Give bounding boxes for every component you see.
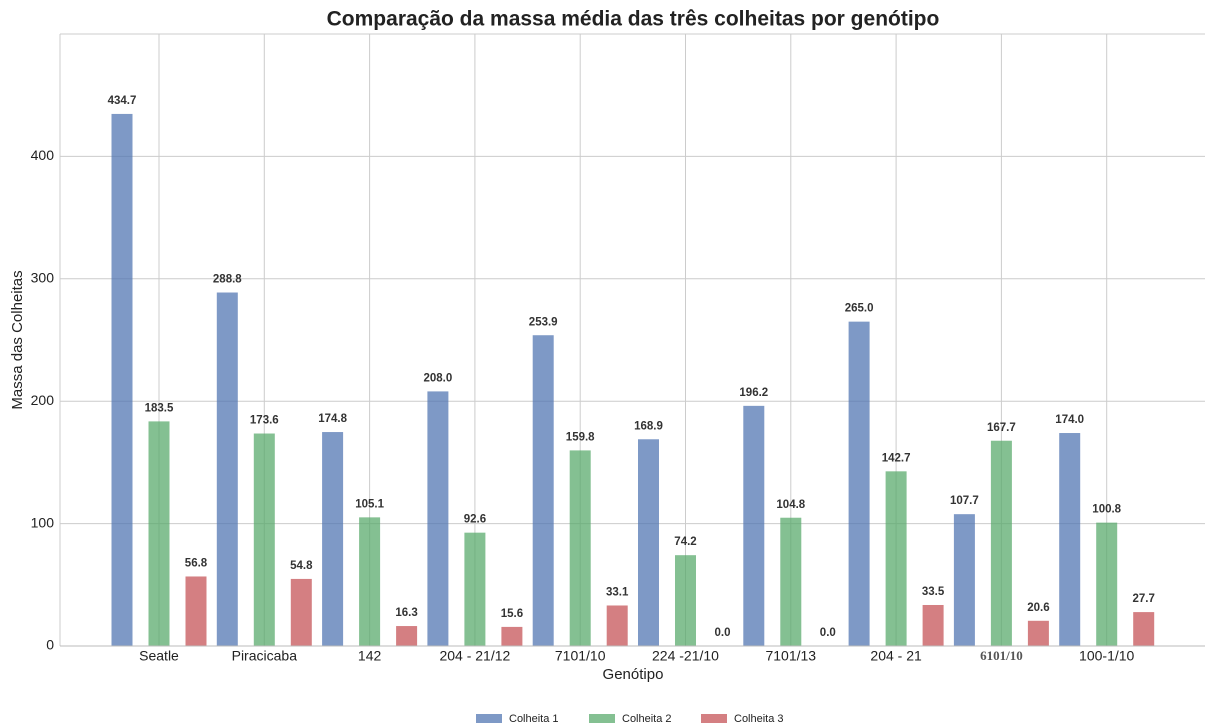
- value-label: 167.7: [987, 422, 1016, 434]
- y-tick-label: 100: [31, 514, 55, 530]
- legend-swatch: [476, 714, 502, 723]
- y-tick-label: 200: [31, 392, 55, 408]
- x-tick-label: Seatle: [139, 648, 179, 664]
- value-label: 33.1: [606, 587, 629, 599]
- legend-label: Colheita 1: [509, 713, 559, 725]
- bar: [396, 626, 418, 646]
- bar: [253, 433, 275, 646]
- value-label: 16.3: [395, 607, 417, 619]
- bar: [780, 517, 802, 646]
- bar: [1027, 620, 1049, 646]
- y-tick-label: 300: [31, 270, 55, 286]
- x-axis-label: Genótipo: [603, 666, 664, 683]
- value-label: 159.8: [566, 431, 595, 443]
- legend-swatch: [701, 714, 727, 723]
- value-label: 107.7: [950, 495, 979, 507]
- bar: [427, 391, 449, 646]
- value-label: 54.8: [290, 560, 313, 572]
- value-label: 100.8: [1092, 504, 1121, 516]
- value-label: 183.5: [145, 402, 174, 414]
- value-label: 15.6: [501, 608, 523, 620]
- value-label: 74.2: [674, 536, 696, 548]
- bar: [848, 321, 870, 646]
- legend-swatch: [589, 714, 615, 723]
- bar: [185, 576, 207, 646]
- x-tick-label: 7101/13: [765, 648, 816, 664]
- bar: [953, 514, 975, 646]
- bar: [464, 532, 486, 646]
- value-label: 288.8: [213, 274, 242, 286]
- bar: [532, 335, 554, 646]
- value-label: 173.6: [250, 415, 279, 427]
- bar: [922, 604, 944, 646]
- value-label: 56.8: [185, 558, 208, 570]
- value-label: 174.0: [1055, 414, 1084, 426]
- x-tick-label: 142: [358, 648, 382, 664]
- x-tick-label: 204 - 21: [870, 648, 922, 664]
- value-label: 92.6: [464, 514, 486, 526]
- bar: [1133, 612, 1155, 646]
- value-label: 0.0: [820, 627, 836, 639]
- value-label: 174.8: [318, 413, 347, 425]
- value-label: 20.6: [1027, 602, 1049, 614]
- value-label: 105.1: [355, 498, 384, 510]
- value-label: 434.7: [108, 95, 137, 107]
- legend-label: Colheita 2: [622, 713, 672, 725]
- bar: [743, 405, 765, 646]
- value-label: 253.9: [529, 316, 558, 328]
- value-label: 104.8: [776, 499, 805, 511]
- value-label: 142.7: [882, 452, 911, 464]
- bar: [290, 578, 312, 646]
- bar: [569, 450, 591, 646]
- bar: [322, 432, 344, 646]
- x-tick-label: 6101/10: [980, 648, 1023, 663]
- y-tick-label: 0: [46, 637, 54, 653]
- bar: [1096, 522, 1118, 646]
- legend-label: Colheita 3: [734, 713, 784, 725]
- y-axis-label: Massa das Colheitas: [9, 270, 26, 409]
- bar: [111, 113, 133, 647]
- x-tick-label: 204 - 21/12: [439, 648, 510, 664]
- value-label: 208.0: [424, 372, 453, 384]
- bar: [675, 555, 696, 646]
- value-label: 265.0: [845, 303, 874, 315]
- x-tick-label: 7101/10: [555, 648, 606, 664]
- bar: [638, 439, 659, 646]
- value-label: 196.2: [739, 387, 768, 399]
- bar: [1059, 433, 1081, 646]
- chart-title: Comparação da massa média das três colhe…: [327, 8, 940, 31]
- bar: [606, 605, 628, 646]
- bar: [359, 517, 381, 646]
- bar: [216, 292, 238, 646]
- bar: [501, 626, 523, 646]
- value-label: 33.5: [922, 586, 945, 598]
- value-label: 0.0: [715, 627, 731, 639]
- value-label: 168.9: [634, 420, 663, 432]
- bar: [148, 421, 170, 646]
- y-tick-label: 400: [31, 147, 55, 163]
- x-tick-label: 100-1/10: [1079, 648, 1134, 664]
- bar: [990, 440, 1012, 646]
- value-label: 27.7: [1133, 593, 1155, 605]
- x-tick-label: 224 -21/10: [652, 648, 719, 664]
- x-tick-label: Piracicaba: [232, 648, 298, 664]
- bar: [885, 471, 907, 646]
